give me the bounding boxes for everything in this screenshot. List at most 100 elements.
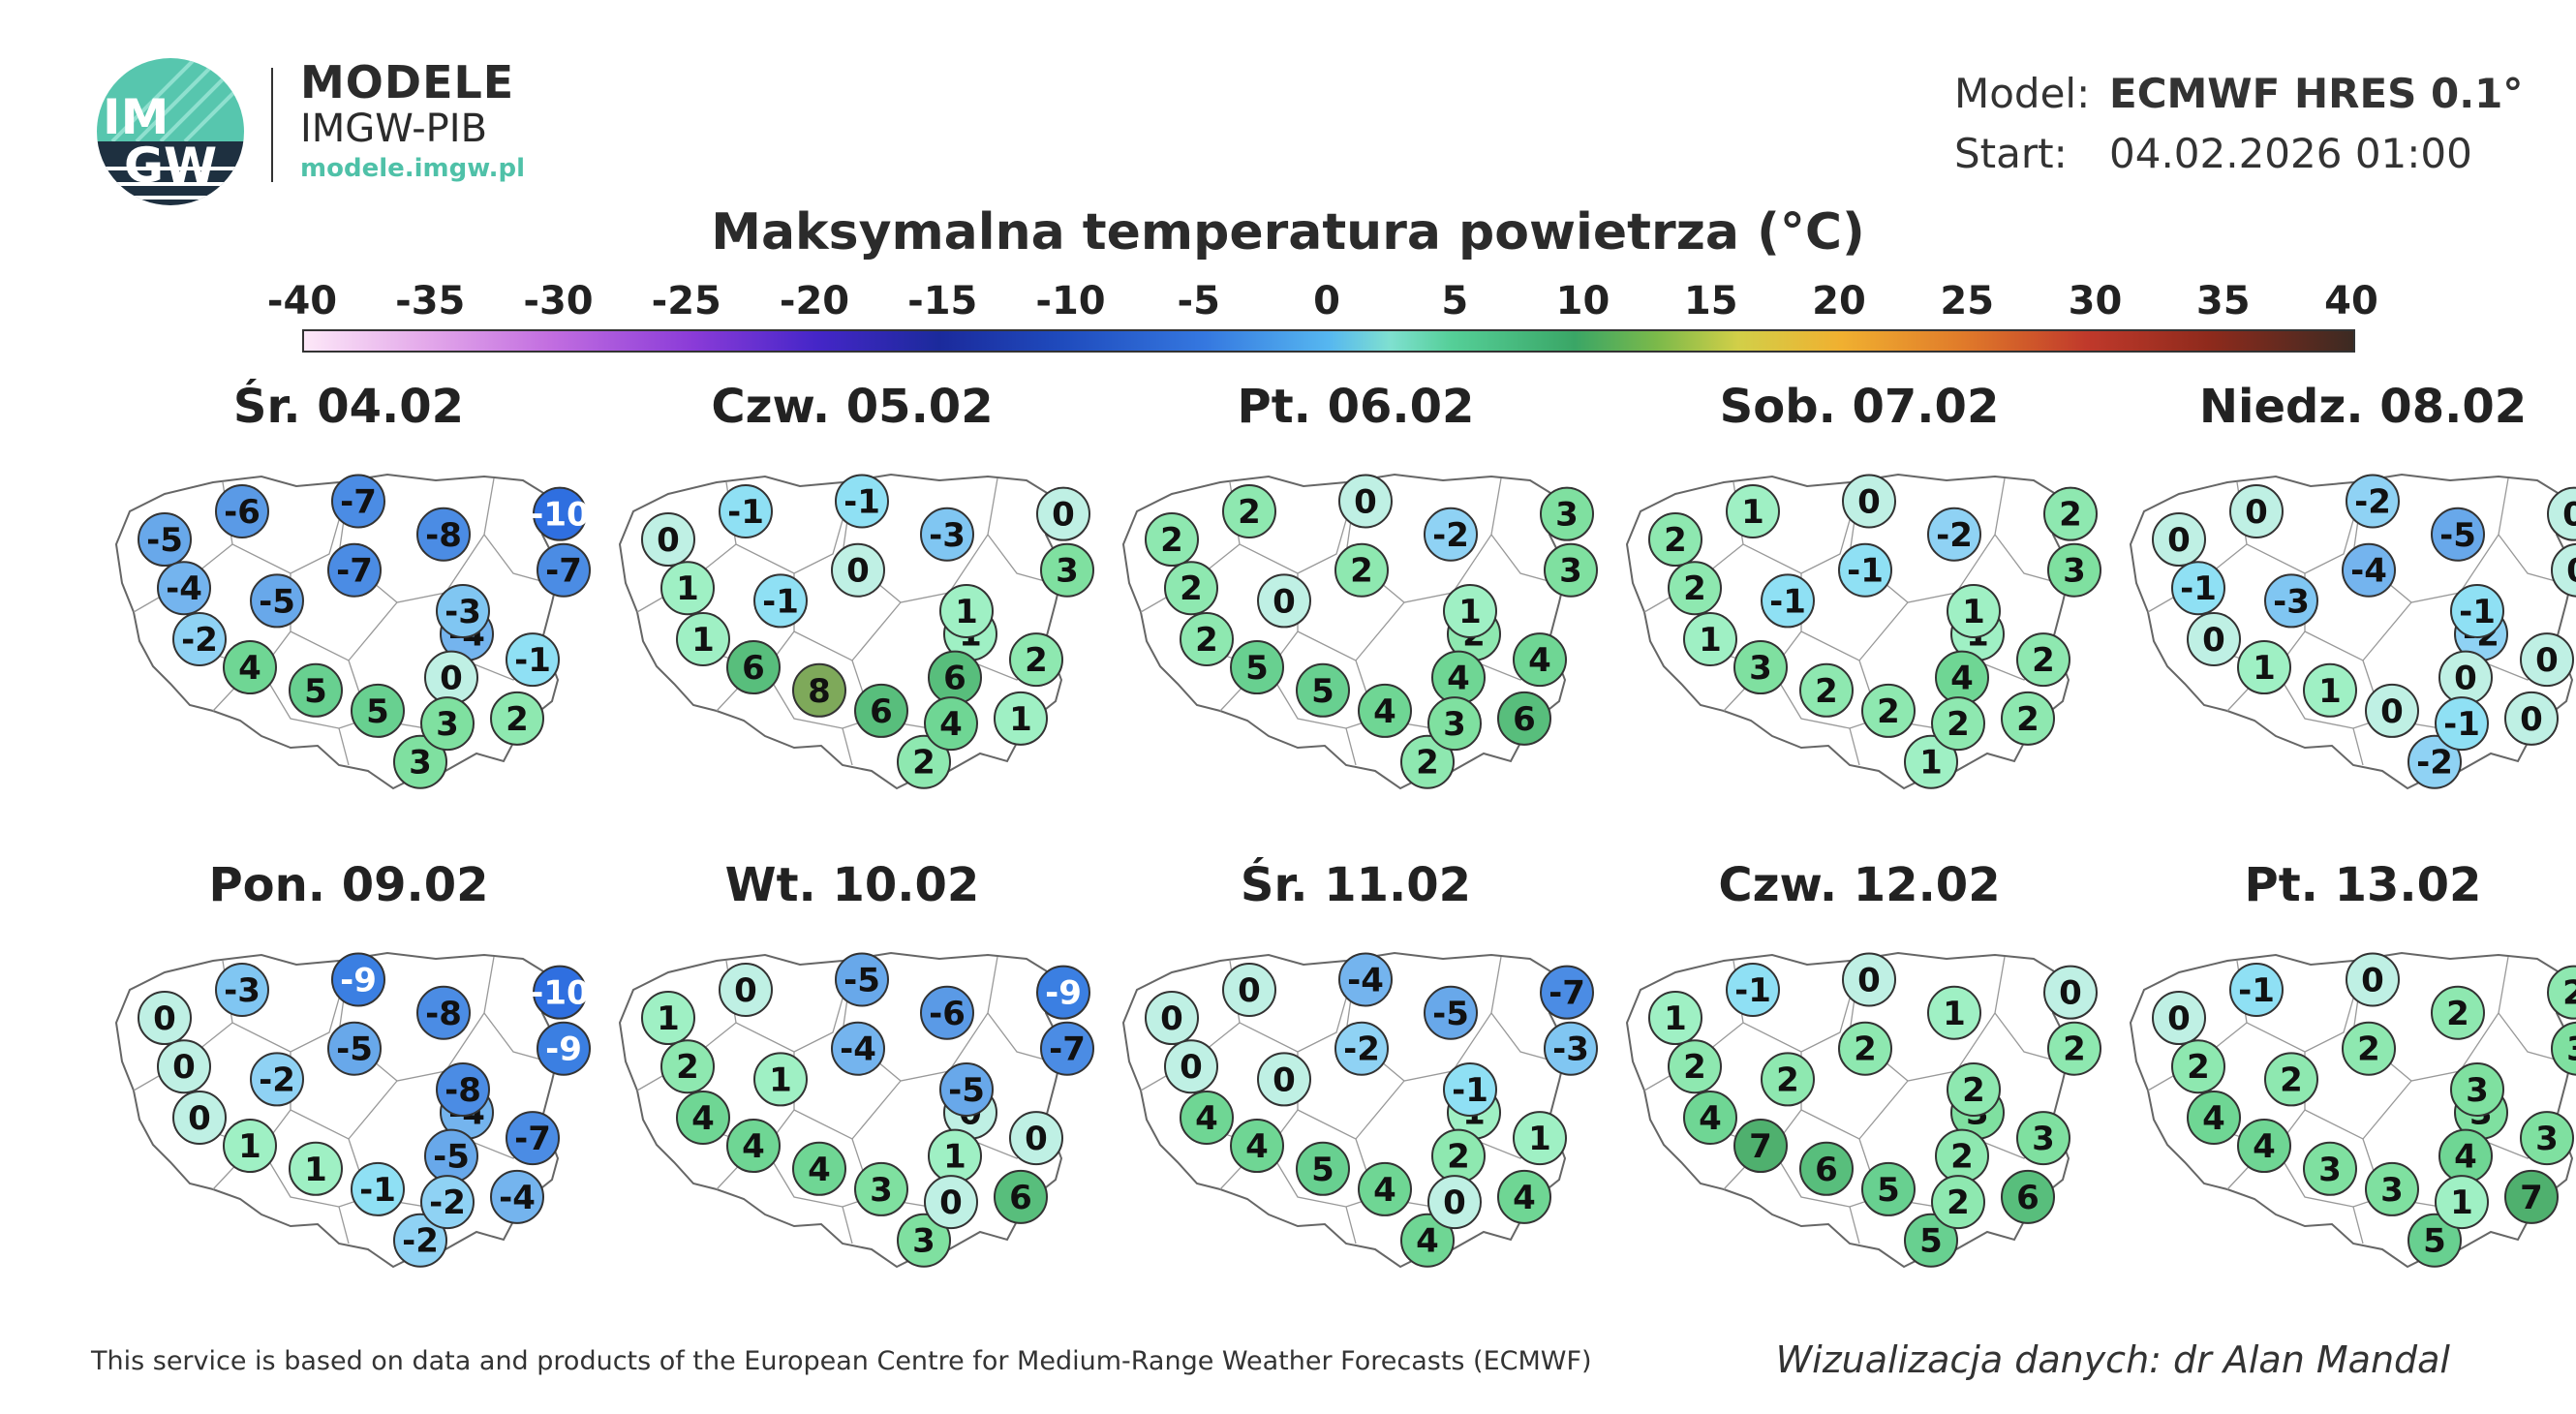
station-temperature: 1 xyxy=(238,1127,261,1166)
station-marker xyxy=(2043,486,2098,541)
station-marker xyxy=(1668,1039,1722,1094)
station-temperature: -5 xyxy=(948,1071,985,1110)
day-title: Sob. 07.02 xyxy=(1719,380,2000,434)
colorbar-tick-label: -20 xyxy=(779,279,850,323)
station-temperature: 4 xyxy=(1699,1099,1722,1138)
station-marker xyxy=(1040,1021,1094,1076)
station-marker xyxy=(1222,963,1276,1017)
forecast-day-panel: Czw. 05.020-1-1-301-10311168662214 xyxy=(600,380,1104,825)
region-border xyxy=(1268,669,1376,729)
day-title: Czw. 12.02 xyxy=(1718,858,2001,912)
station-marker xyxy=(2450,583,2504,638)
region-border xyxy=(2352,1206,2364,1245)
region-border xyxy=(1490,1012,1556,1062)
station-marker xyxy=(2229,484,2284,538)
station-temperature: 2 xyxy=(1962,1071,1985,1110)
station-marker xyxy=(420,1175,475,1230)
station-temperature: 0 xyxy=(2059,974,2082,1013)
station-marker xyxy=(1036,965,1090,1020)
station-temperature: -3 xyxy=(1552,1030,1589,1069)
station-temperature: 0 xyxy=(1052,496,1075,535)
region-border xyxy=(2498,1012,2563,1062)
station-marker xyxy=(2237,640,2291,695)
station-marker xyxy=(719,963,773,1017)
station-marker xyxy=(1009,632,1063,688)
station-temperature: 4 xyxy=(939,705,963,744)
station-marker xyxy=(506,1111,560,1166)
station-temperature: -1 xyxy=(1452,1071,1488,1110)
station-temperature: 0 xyxy=(2245,493,2268,532)
region-border xyxy=(842,956,998,1082)
region-border xyxy=(338,1206,350,1245)
region-border xyxy=(338,956,495,1082)
station-temperature: -3 xyxy=(224,971,261,1010)
forecast-day-panel: Niedz. 08.0200-2-50-1-3-400-2-111000-20-… xyxy=(2111,380,2576,825)
station-temperature: 3 xyxy=(1559,552,1582,591)
station-marker xyxy=(1296,662,1350,718)
station-temperature: 4 xyxy=(1195,1099,1218,1138)
station-marker xyxy=(719,484,773,538)
start-value: 04.02.2026 01:00 xyxy=(2109,130,2472,177)
station-temperature: -9 xyxy=(545,1030,582,1069)
station-temperature: 6 xyxy=(943,660,966,698)
station-marker xyxy=(2407,1213,2462,1268)
station-temperature: 2 xyxy=(676,1048,699,1087)
region-border xyxy=(1345,1206,1357,1245)
station-marker xyxy=(2047,1021,2101,1076)
station-marker xyxy=(1838,542,1892,598)
station-marker xyxy=(897,1213,951,1268)
colorbar-tick-label: -40 xyxy=(266,279,338,323)
station-temperature: 0 xyxy=(1273,582,1296,621)
station-temperature: 2 xyxy=(506,700,529,739)
station-temperature: 2 xyxy=(1025,641,1048,680)
station-marker xyxy=(2435,1175,2489,1230)
station-marker xyxy=(2264,1052,2318,1107)
station-temperature: 0 xyxy=(1025,1120,1048,1158)
station-temperature: 1 xyxy=(657,999,680,1038)
station-temperature: -1 xyxy=(1769,582,1806,621)
station-temperature: -2 xyxy=(2416,744,2453,783)
station-temperature: -7 xyxy=(1049,1030,1086,1069)
station-temperature: -4 xyxy=(840,1030,876,1069)
station-temperature: 2 xyxy=(1947,1183,1970,1222)
station-marker xyxy=(506,632,560,688)
station-marker xyxy=(2551,1021,2576,1076)
station-marker xyxy=(1009,1111,1063,1166)
region-border xyxy=(1490,534,1556,584)
brand-url: modele.imgw.pl xyxy=(300,154,525,183)
station-temperature: -5 xyxy=(336,1030,373,1069)
station-marker xyxy=(1540,965,1594,1020)
colorbar-tick-label: -30 xyxy=(523,279,594,323)
station-marker xyxy=(641,512,695,568)
station-marker xyxy=(250,573,304,629)
station-temperature: -2 xyxy=(402,1222,439,1261)
station-marker xyxy=(1726,963,1780,1017)
day-title: Pon. 09.02 xyxy=(208,858,489,912)
day-title: Wt. 10.02 xyxy=(724,858,980,912)
station-temperature: 6 xyxy=(1815,1151,1838,1189)
region-border xyxy=(483,1012,549,1062)
station-marker xyxy=(1164,1039,1218,1094)
station-marker xyxy=(172,1091,227,1145)
station-marker xyxy=(490,1169,544,1224)
day-title: Pt. 06.02 xyxy=(1237,380,1475,434)
station-marker xyxy=(924,1175,978,1230)
station-marker xyxy=(533,486,587,541)
station-temperature: 2 xyxy=(1776,1060,1799,1099)
station-temperature: 2 xyxy=(2357,1030,2380,1069)
station-temperature: 4 xyxy=(1245,1127,1269,1166)
station-marker xyxy=(1733,640,1788,695)
station-marker xyxy=(1648,512,1702,568)
station-marker xyxy=(1230,640,1284,695)
station-marker xyxy=(416,985,471,1040)
station-temperature: 0 xyxy=(1857,961,1881,999)
station-temperature: 2 xyxy=(2562,974,2576,1013)
station-temperature: 4 xyxy=(1528,641,1551,680)
station-temperature: -10 xyxy=(530,974,589,1013)
station-temperature: 6 xyxy=(1009,1179,1032,1217)
station-temperature: -5 xyxy=(843,961,880,999)
station-marker xyxy=(1497,1169,1551,1224)
